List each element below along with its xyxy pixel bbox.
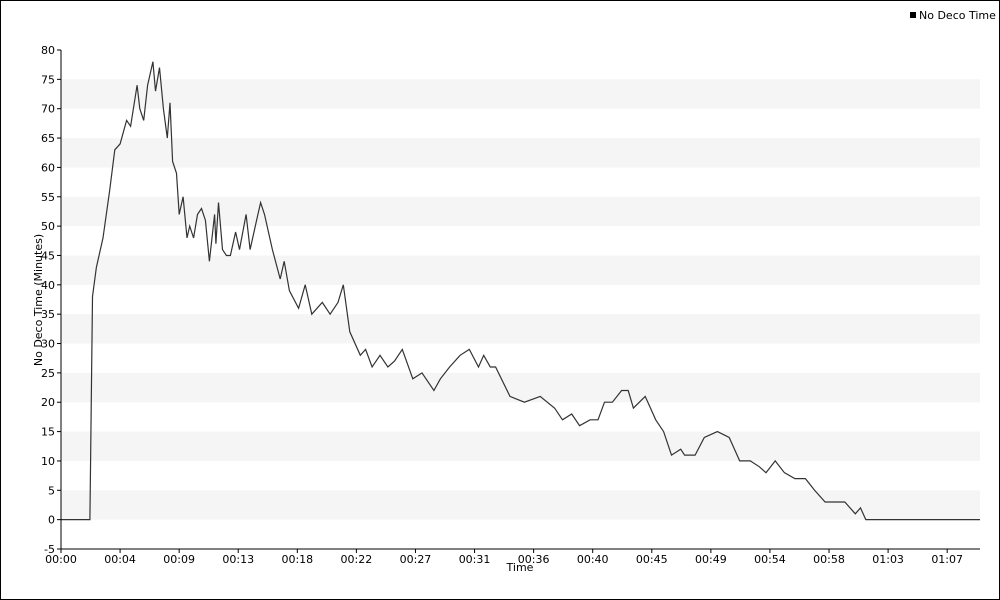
- y-tick-label: 35: [41, 308, 55, 321]
- bands: [61, 79, 980, 520]
- y-tick-label: 50: [41, 220, 55, 233]
- grid-band: [61, 490, 980, 520]
- x-tick-label: 00:27: [400, 553, 432, 566]
- x-tick-label: 00:04: [104, 553, 136, 566]
- legend-label: No Deco Time: [919, 9, 996, 22]
- grid-band: [61, 431, 980, 461]
- x-tick-label: 00:18: [281, 553, 313, 566]
- y-tick-label: 30: [41, 338, 55, 351]
- x-tick-label: 00:31: [459, 553, 491, 566]
- x-tick-label: 00:00: [45, 553, 77, 566]
- y-tick-label: 20: [41, 396, 55, 409]
- grid-band: [61, 79, 980, 109]
- y-tick-label: 70: [41, 103, 55, 116]
- y-tick-label: 55: [41, 191, 55, 204]
- x-tick-label: 00:45: [636, 553, 668, 566]
- y-tick-label: 15: [41, 426, 55, 439]
- x-tick-label: 01:07: [931, 553, 963, 566]
- x-tick-label: 00:09: [163, 553, 195, 566]
- y-tick-label: 10: [41, 455, 55, 468]
- y-tick-label: 75: [41, 73, 55, 86]
- y-tick-label: 60: [41, 161, 55, 174]
- x-tick-label: 00:40: [577, 553, 609, 566]
- x-tick-label: 01:03: [872, 553, 904, 566]
- x-tick-label: 00:54: [754, 553, 786, 566]
- grid-band: [61, 255, 980, 285]
- y-axis-label: No Deco Time (Minutes): [32, 234, 45, 366]
- x-tick-label: 00:36: [518, 553, 550, 566]
- legend-swatch: [910, 12, 916, 18]
- grid-band: [61, 372, 980, 403]
- y-tick-label: 80: [41, 44, 55, 57]
- y-tick-label: -5: [44, 543, 55, 556]
- x-tick-label: 00:13: [222, 553, 254, 566]
- x-tick-label: 00:58: [813, 553, 845, 566]
- y-tick-label: 45: [41, 249, 55, 262]
- y-tick-label: 40: [41, 279, 55, 292]
- plot: [61, 61, 980, 521]
- grid-band: [61, 314, 980, 344]
- y-tick-label: 0: [48, 514, 55, 527]
- series-line: [61, 61, 980, 521]
- grid-band: [61, 138, 980, 168]
- x-axis-label: Time: [506, 561, 534, 574]
- y-tick-label: 25: [41, 367, 55, 380]
- x-tick-label: 00:49: [695, 553, 727, 566]
- y-tick-label: 65: [41, 132, 55, 145]
- x-tick-label: 00:22: [341, 553, 373, 566]
- y-tick-label: 5: [48, 484, 55, 497]
